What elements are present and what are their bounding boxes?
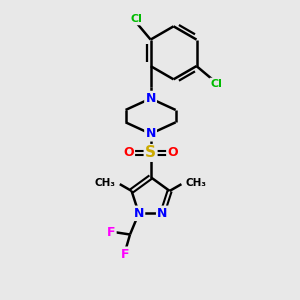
Text: CH₃: CH₃	[186, 178, 207, 188]
Text: N: N	[134, 207, 144, 220]
Text: F: F	[121, 248, 130, 261]
Text: N: N	[146, 127, 156, 140]
Text: O: O	[123, 146, 134, 159]
Text: N: N	[146, 92, 156, 105]
Text: S: S	[145, 146, 156, 160]
Text: CH₃: CH₃	[94, 178, 116, 188]
Text: N: N	[157, 207, 168, 220]
Text: F: F	[107, 226, 116, 239]
Text: Cl: Cl	[130, 14, 142, 24]
Text: O: O	[167, 146, 178, 159]
Text: Cl: Cl	[210, 79, 222, 89]
